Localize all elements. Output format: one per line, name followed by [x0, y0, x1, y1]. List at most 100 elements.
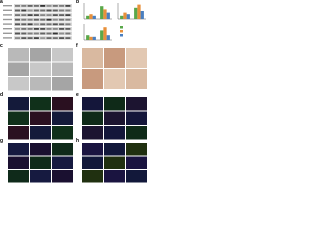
blot-band — [59, 28, 65, 30]
image-tile — [104, 48, 125, 68]
panel-label: b — [76, 0, 79, 5]
bar — [106, 12, 110, 19]
image-tile — [126, 69, 147, 89]
image-tile — [126, 111, 147, 125]
row-label — [3, 28, 12, 30]
bar — [89, 14, 93, 19]
image-tile — [30, 62, 51, 76]
blot-band — [52, 5, 58, 7]
row-label — [3, 23, 12, 25]
blot-band — [33, 18, 39, 21]
blot-band — [52, 32, 58, 35]
blot-band — [33, 9, 39, 12]
row-label — [3, 18, 12, 21]
image-tile — [8, 126, 29, 140]
blot-band — [59, 14, 65, 16]
blot-band — [15, 14, 20, 16]
image-tile — [82, 143, 103, 156]
image-tile — [126, 170, 147, 183]
bar — [140, 11, 144, 19]
blot-band — [27, 5, 33, 7]
blot-band — [15, 5, 20, 7]
row-label — [3, 9, 12, 11]
image-tile — [104, 69, 125, 89]
blot-band — [33, 37, 39, 39]
blot-band — [59, 32, 65, 35]
blot-band — [46, 28, 52, 30]
bar — [86, 35, 90, 40]
panel-label: d — [0, 92, 3, 98]
image-tile — [52, 48, 73, 62]
figure: a b c f d e g h — [0, 0, 147, 183]
blot-band — [46, 37, 52, 39]
bar — [103, 27, 107, 40]
bar — [100, 6, 104, 19]
blot-band — [21, 18, 27, 21]
image-tile — [8, 97, 29, 111]
blot-band — [40, 28, 46, 30]
blot-band — [27, 14, 33, 16]
panel-label: h — [76, 138, 79, 144]
blot-band — [40, 5, 46, 7]
blot-band — [65, 14, 71, 16]
bar — [86, 15, 90, 19]
blot-band — [40, 23, 46, 26]
blot-band — [40, 32, 46, 35]
blot-band — [15, 23, 20, 26]
bar — [120, 15, 124, 19]
bar — [92, 15, 96, 19]
bar — [92, 36, 96, 40]
image-tile — [52, 77, 73, 91]
row-label — [3, 5, 12, 7]
image-tile — [104, 126, 125, 140]
blot-band — [52, 23, 58, 26]
image-tile — [52, 126, 73, 140]
blot-band — [46, 23, 52, 26]
blot-band — [21, 23, 27, 26]
image-tile — [30, 77, 51, 91]
blot-band — [52, 18, 58, 21]
blot-band — [27, 32, 33, 35]
blot-band — [46, 18, 52, 21]
blot-band — [65, 18, 71, 21]
blot-band — [65, 9, 71, 12]
blot-band — [46, 9, 52, 12]
blot-band — [27, 9, 33, 12]
image-tile — [82, 111, 103, 125]
blot-band — [46, 32, 52, 35]
image-tile — [52, 170, 73, 183]
legend-swatch — [120, 30, 123, 33]
blot-band — [40, 18, 46, 21]
image-tile — [126, 48, 147, 68]
panel-label: g — [0, 138, 3, 144]
bar — [126, 14, 130, 19]
blot-band — [21, 28, 27, 30]
image-tile — [8, 62, 29, 76]
image-tile — [8, 111, 29, 125]
bar — [100, 30, 104, 40]
blot-band — [65, 32, 71, 35]
panel-label: c — [0, 43, 3, 49]
blot-band — [65, 28, 71, 30]
bar — [123, 12, 127, 19]
image-tile — [52, 111, 73, 125]
blot-band — [52, 28, 58, 30]
blot-band — [59, 23, 65, 26]
blot-band — [59, 5, 65, 7]
image-tile — [104, 143, 125, 156]
image-tile — [52, 97, 73, 111]
blot-band — [65, 37, 71, 39]
image-tile — [30, 97, 51, 111]
panel-label: e — [76, 92, 79, 98]
blot-band — [40, 14, 46, 16]
blot-band — [21, 5, 27, 7]
image-tile — [82, 69, 103, 89]
blot-band — [15, 32, 20, 35]
image-tile — [30, 48, 51, 62]
image-tile — [8, 48, 29, 62]
bar — [89, 36, 93, 40]
image-tile — [30, 143, 51, 156]
panel-label: a — [0, 0, 3, 5]
image-tile — [30, 170, 51, 183]
